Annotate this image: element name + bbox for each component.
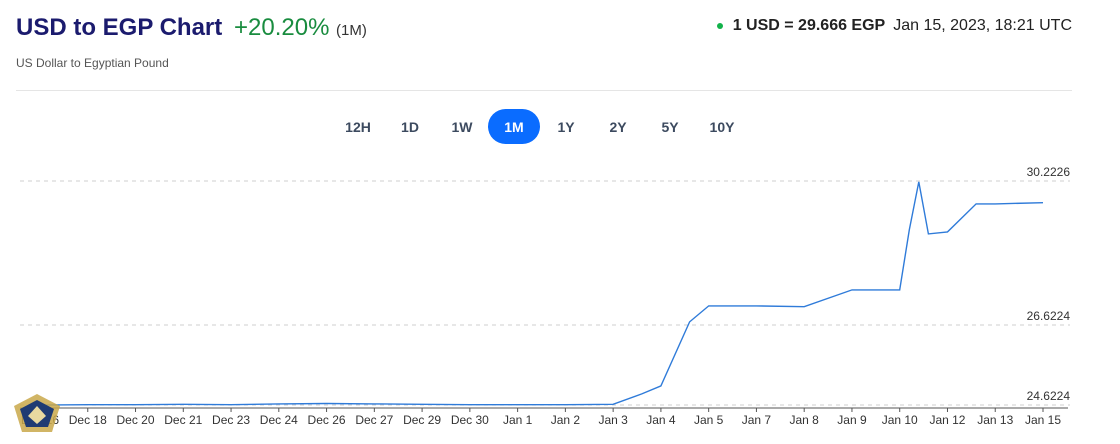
range-5y-button[interactable]: 5Y (644, 109, 696, 144)
x-tick-label-13: Jan 4 (646, 413, 676, 427)
range-selector: 12H 1D 1W 1M 1Y 2Y 5Y 10Y (332, 109, 748, 144)
y-tick-label-0: 30.2226 (1027, 165, 1071, 179)
change-percent: +20.20% (234, 14, 330, 41)
x-tick-label-15: Jan 7 (742, 413, 772, 427)
page-title: USD to EGP Chart (16, 14, 223, 41)
live-rate: 1 USD = 29.666 EGP Jan 15, 2023, 18:21 U… (716, 17, 1072, 35)
range-1y-button[interactable]: 1Y (540, 109, 592, 144)
x-tick-label-12: Jan 3 (598, 413, 628, 427)
x-tick-label-8: Dec 29 (403, 413, 441, 427)
x-tick-label-6: Dec 26 (308, 413, 346, 427)
divider (16, 90, 1072, 91)
x-tick-label-18: Jan 10 (882, 413, 918, 427)
x-tick-label-10: Jan 1 (503, 413, 533, 427)
x-tick-label-4: Dec 23 (212, 413, 250, 427)
range-2y-button[interactable]: 2Y (592, 109, 644, 144)
rate-timestamp: Jan 15, 2023, 18:21 UTC (893, 17, 1072, 34)
rate-value: 1 USD = 29.666 EGP (732, 17, 886, 34)
x-tick-label-7: Dec 27 (355, 413, 393, 427)
range-1d-button[interactable]: 1D (384, 109, 436, 144)
series-line (39, 181, 1044, 406)
x-tick-label-3: Dec 21 (164, 413, 202, 427)
forum-logo (14, 394, 60, 432)
y-tick-label-1: 26.6224 (1027, 309, 1071, 323)
x-tick-label-9: Dec 30 (451, 413, 489, 427)
x-tick-label-16: Jan 8 (790, 413, 820, 427)
chart-header: USD to EGP Chart +20.20% (1M) (16, 14, 1080, 54)
x-tick-label-14: Jan 5 (694, 413, 724, 427)
live-dot-icon (716, 23, 723, 29)
x-tick-label-11: Jan 2 (551, 413, 581, 427)
x-tick-label-5: Dec 24 (260, 413, 298, 427)
x-tick-label-21: Jan 15 (1025, 413, 1061, 427)
x-tick-label-20: Jan 13 (977, 413, 1013, 427)
x-tick-label-1: Dec 18 (69, 413, 107, 427)
y-tick-label-2: 24.6224 (1027, 389, 1071, 403)
range-1m-button[interactable]: 1M (488, 109, 540, 144)
page-subtitle: US Dollar to Egyptian Pound (16, 56, 169, 70)
range-12h-button[interactable]: 12H (332, 109, 384, 144)
x-tick-label-19: Jan 12 (929, 413, 965, 427)
x-tick-label-2: Dec 20 (117, 413, 155, 427)
range-1w-button[interactable]: 1W (436, 109, 488, 144)
change-period: (1M) (336, 22, 367, 39)
range-10y-button[interactable]: 10Y (696, 109, 748, 144)
x-tick-label-17: Jan 9 (837, 413, 867, 427)
